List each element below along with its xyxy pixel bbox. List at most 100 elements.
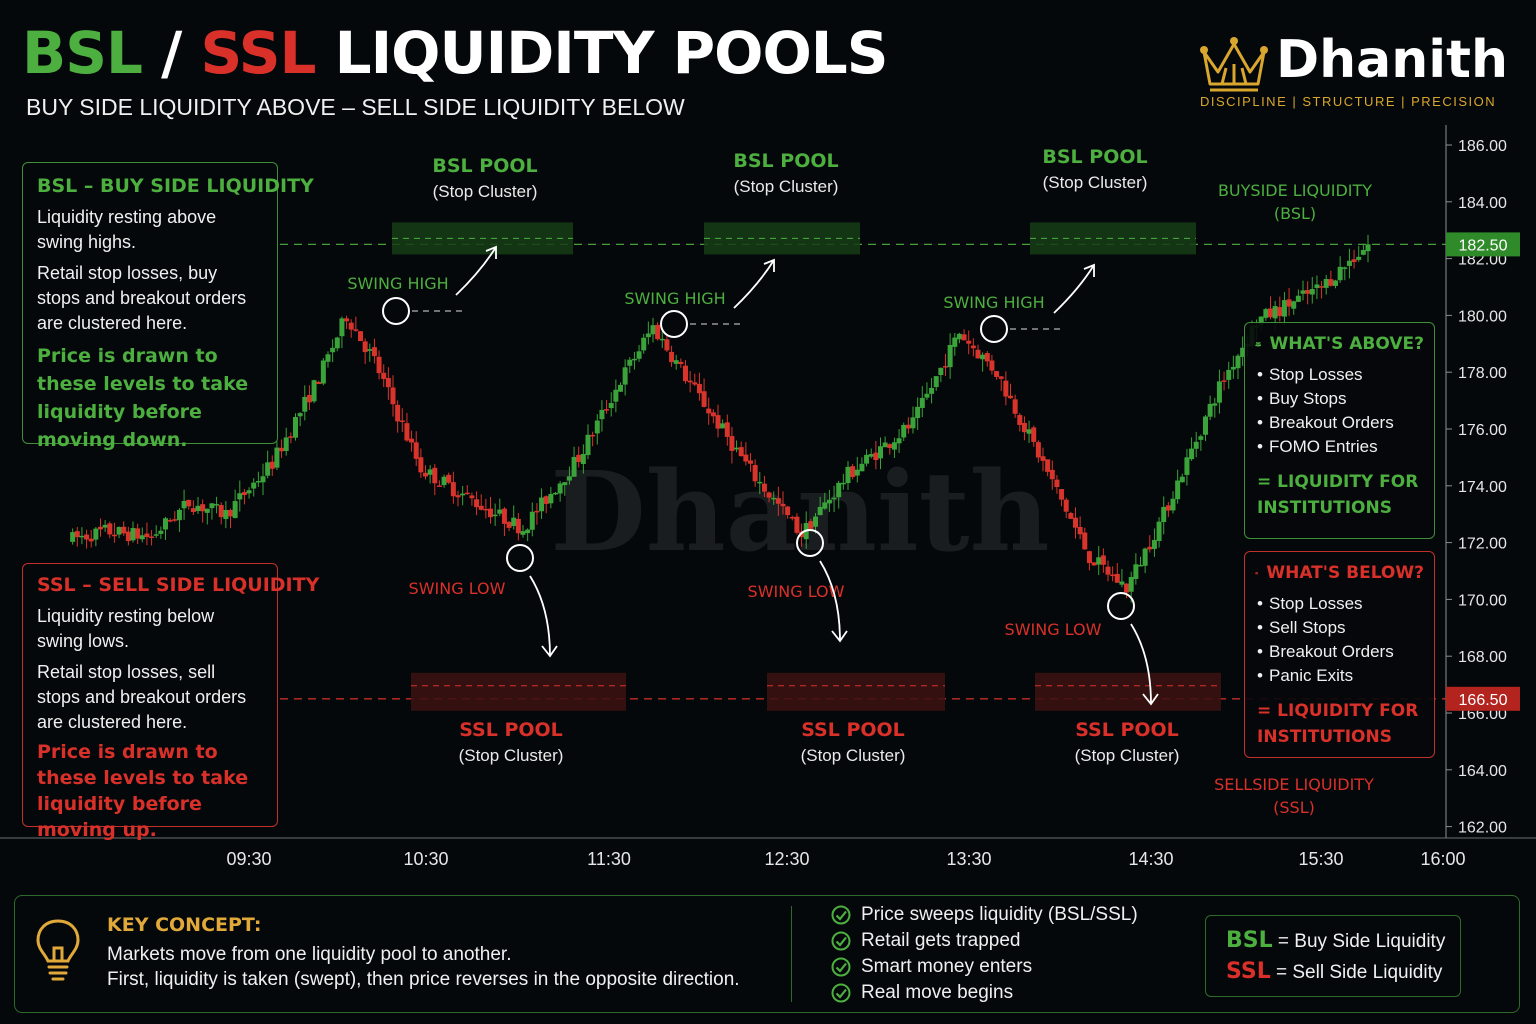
candle-body xyxy=(98,527,103,530)
candle-body xyxy=(372,347,377,356)
lightbulb-icon xyxy=(35,918,81,984)
checklist-text: Smart money enters xyxy=(861,956,1032,978)
candle-body xyxy=(247,490,252,493)
candle-body xyxy=(381,373,386,379)
candle-body xyxy=(284,437,289,451)
candle-body xyxy=(279,448,284,451)
candle-body xyxy=(1092,562,1097,565)
candle-body xyxy=(312,380,317,401)
candle-body xyxy=(131,528,136,540)
candle-body xyxy=(1366,244,1371,251)
candle-body xyxy=(609,403,614,408)
candle-body xyxy=(1217,381,1222,402)
ssl-pool-subtitle: (Stop Cluster) xyxy=(1075,746,1180,765)
brand-name: Dhanith xyxy=(1276,28,1508,92)
crown-icon xyxy=(1198,32,1270,94)
candle-body xyxy=(321,361,326,384)
candle-body xyxy=(586,435,591,455)
candle-body xyxy=(813,517,818,527)
candle-body xyxy=(934,376,939,387)
candle-body xyxy=(553,493,558,495)
y-tick-label: 178.00 xyxy=(1458,365,1507,382)
candle-body xyxy=(465,493,470,495)
candle-body xyxy=(1027,429,1032,433)
x-tick-label: 15:30 xyxy=(1298,849,1343,869)
candle-body xyxy=(391,387,396,404)
candle-body xyxy=(103,525,108,528)
candle-body xyxy=(725,422,730,437)
candle-body xyxy=(1124,584,1129,593)
candle-body xyxy=(414,442,419,459)
ssl-pool-zone xyxy=(1035,673,1221,711)
candle-body xyxy=(1110,575,1115,577)
candle-body xyxy=(623,367,628,384)
candle-body xyxy=(1212,403,1217,405)
x-tick-label: 10:30 xyxy=(403,849,448,869)
candle-body xyxy=(1022,423,1027,432)
candle-body xyxy=(613,390,618,402)
candle-body xyxy=(205,509,210,513)
candle-body xyxy=(771,498,776,500)
candle-body xyxy=(785,507,790,515)
y-tick-label: 176.00 xyxy=(1458,422,1507,439)
arrow-to-bsl xyxy=(734,260,774,308)
candle-body xyxy=(748,460,753,463)
candle-body xyxy=(869,454,874,457)
candle-body xyxy=(1064,500,1069,512)
swing-low-label: SWING LOW xyxy=(409,579,506,598)
candle-body xyxy=(1115,574,1120,583)
candle-body xyxy=(1050,470,1055,479)
ssl-box-text-1: Liquidity resting below swing lows. xyxy=(37,604,263,654)
bsl-line-label: BUYSIDE LIQUIDITY xyxy=(1218,181,1372,200)
bsl-pool-title: BSL POOL xyxy=(432,155,537,177)
legend-bsl-abbr: BSL xyxy=(1226,928,1273,953)
candle-body xyxy=(469,495,474,498)
candle-body xyxy=(298,413,303,416)
candle-body xyxy=(818,507,823,515)
whats-above-list: Stop Losses Buy Stops Breakout Orders FO… xyxy=(1255,363,1424,459)
candle-body xyxy=(957,334,962,339)
check-circle-icon xyxy=(831,905,851,925)
candle-body xyxy=(1189,449,1194,460)
ssl-pool-title: SSL POOL xyxy=(801,719,905,741)
candle-body xyxy=(418,457,423,472)
candle-body xyxy=(1031,427,1036,441)
ssl-box-heading: SSL – SELL SIDE LIQUIDITY xyxy=(37,574,263,596)
candle-body xyxy=(233,501,238,518)
list-item: Buy Stops xyxy=(1269,387,1424,411)
bsl-pool-subtitle: (Stop Cluster) xyxy=(734,177,839,196)
y-tick-label: 168.00 xyxy=(1458,649,1507,666)
arrow-to-bsl xyxy=(1054,265,1094,313)
candle-body xyxy=(261,476,266,482)
bsl-pool-subtitle: (Stop Cluster) xyxy=(433,182,538,201)
candle-body xyxy=(502,509,507,524)
candle-body xyxy=(307,395,312,402)
candle-body xyxy=(664,339,669,350)
ssl-price-label: 166.50 xyxy=(1459,692,1508,709)
checklist-item: Retail gets trapped xyxy=(831,930,1021,952)
candle-body xyxy=(135,528,140,538)
page-title: BSL / SSL LIQUIDITY POOLS xyxy=(22,18,887,88)
candle-body xyxy=(558,483,563,493)
candle-body xyxy=(293,417,298,438)
bsl-pool-title: BSL POOL xyxy=(1042,146,1147,168)
ssl-pool-subtitle: (Stop Cluster) xyxy=(801,746,906,765)
bsl-pool-title: BSL POOL xyxy=(733,150,838,172)
y-tick-label: 174.00 xyxy=(1458,479,1507,496)
swing-high-label: SWING HIGH xyxy=(943,293,1044,312)
candle-body xyxy=(1324,279,1329,288)
candle-body xyxy=(521,531,526,535)
swing-low-marker xyxy=(507,545,533,571)
candle-body xyxy=(897,438,902,443)
whats-below-box: WHAT'S BELOW? Stop Losses Sell Stops Bre… xyxy=(1244,551,1435,758)
swing-high-label: SWING HIGH xyxy=(347,274,448,293)
candle-body xyxy=(716,415,721,429)
legend-bsl-text: = Buy Side Liquidity xyxy=(1273,931,1446,952)
candle-body xyxy=(1282,300,1287,316)
candle-body xyxy=(1301,290,1306,293)
legend-bsl: BSL = Buy Side Liquidity xyxy=(1226,928,1445,953)
whats-above-conclusion: = LIQUIDITY FOR INSTITUTIONS xyxy=(1255,469,1424,521)
candle-body xyxy=(1194,442,1199,449)
candle-body xyxy=(121,527,126,534)
y-tick-label: 162.00 xyxy=(1458,820,1507,837)
